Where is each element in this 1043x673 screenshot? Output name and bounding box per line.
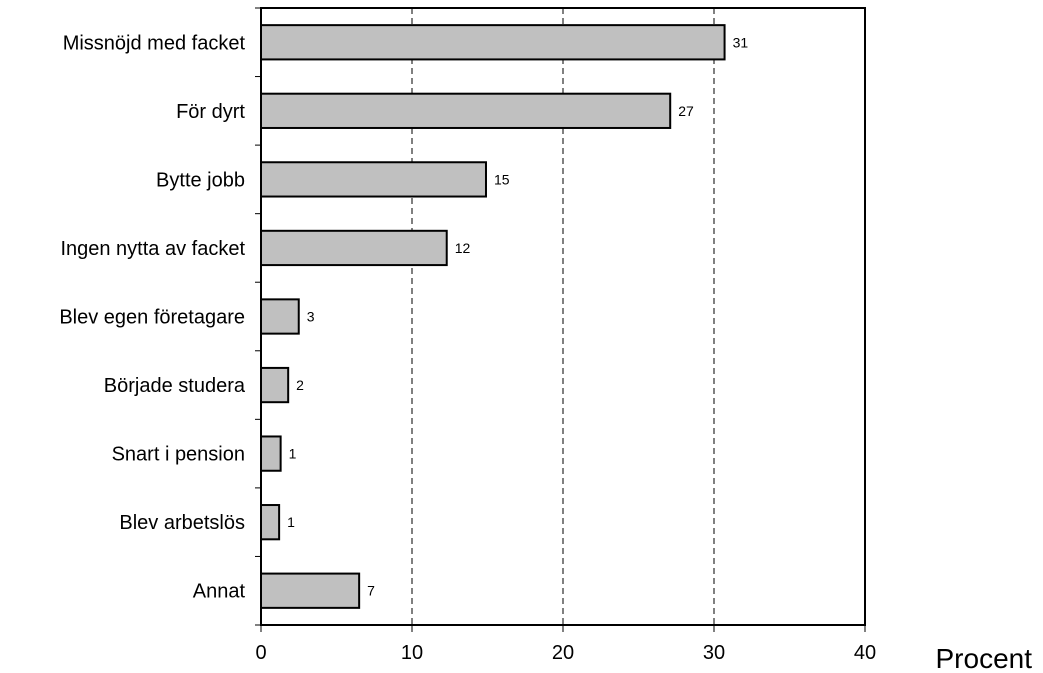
category-label-5: Började studera [104, 375, 246, 397]
bars [260, 24, 726, 609]
category-label-7: Blev arbetslös [119, 512, 245, 534]
bar-6 [260, 435, 282, 472]
bar-4 [260, 298, 300, 335]
data-label-2: 15 [494, 171, 510, 187]
data-label-4: 3 [307, 309, 315, 325]
bar-1 [260, 92, 672, 129]
category-label-2: Bytte jobb [156, 169, 245, 191]
category-label-0: Missnöjd med facket [63, 32, 246, 54]
data-label-7: 1 [287, 514, 295, 530]
data-label-0: 31 [733, 34, 749, 50]
x-tick-label-20: 20 [552, 642, 574, 664]
category-label-4: Blev egen företagare [59, 307, 245, 329]
data-labels: 31 27 15 12 3 2 1 1 7 [287, 34, 748, 598]
bar-5 [260, 366, 290, 404]
x-tick-label-0: 0 [255, 642, 266, 664]
data-label-8: 7 [367, 583, 375, 599]
bar-2 [260, 161, 487, 198]
category-label-8: Annat [193, 581, 246, 603]
x-axis-title: Procent [936, 643, 1033, 673]
bar-8 [260, 572, 361, 609]
data-label-3: 12 [455, 240, 471, 256]
data-label-1: 27 [678, 103, 694, 119]
bar-7 [260, 504, 281, 541]
axes: 0 10 20 30 40 [255, 7, 876, 664]
bar-0 [260, 24, 726, 61]
category-label-3: Ingen nytta av facket [60, 238, 245, 260]
category-label-6: Snart i pension [112, 444, 245, 466]
category-label-1: För dyrt [176, 101, 245, 123]
x-tick-label-30: 30 [703, 642, 725, 664]
x-tick-label-40: 40 [854, 642, 876, 664]
data-label-6: 1 [289, 446, 297, 462]
category-labels: Missnöjd med facket För dyrt Bytte jobb Ing… [59, 32, 246, 602]
data-label-5: 2 [296, 377, 304, 393]
bar-3 [260, 229, 448, 267]
x-tick-label-10: 10 [401, 642, 423, 664]
